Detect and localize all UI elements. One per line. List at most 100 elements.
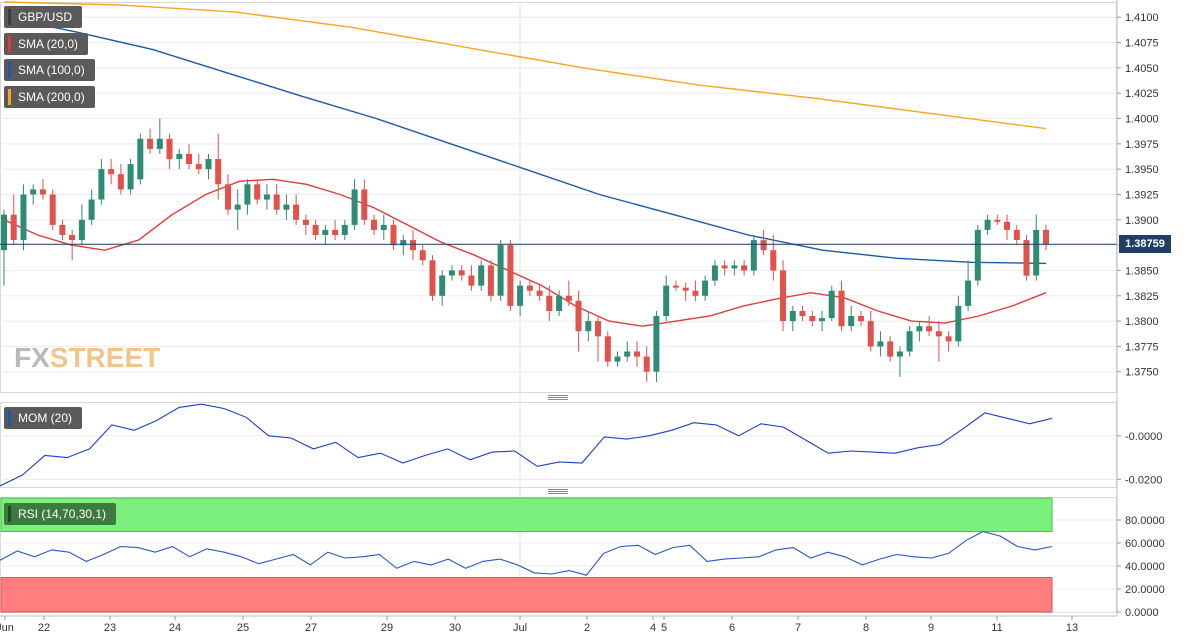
candle-23 — [225, 174, 231, 215]
legend-rsi-label: RSI (14,70,30,1) — [18, 507, 107, 521]
candle-body-15 — [147, 138, 154, 149]
candle-62 — [604, 331, 611, 367]
candle-56 — [546, 285, 553, 322]
x-tick-label-13: 7 — [795, 622, 801, 634]
candle-76 — [741, 260, 748, 276]
candle-body-75 — [731, 265, 738, 269]
pane-resize-handle-1[interactable] — [548, 395, 568, 400]
candle-body-61 — [595, 321, 601, 337]
legend-sma20-label: SMA (20,0) — [18, 37, 79, 51]
candle-body-0 — [1, 214, 7, 251]
mom-tick-label-1: -0.0200 — [1125, 474, 1162, 486]
rsi-tick-label-1: 60.0000 — [1125, 538, 1165, 550]
x-tick-label-9: 2 — [584, 622, 590, 634]
candle-87 — [848, 305, 855, 332]
candle-body-93 — [906, 331, 913, 352]
legend-rsi[interactable]: RSI (14,70,30,1) — [4, 503, 117, 525]
candle-15 — [147, 128, 154, 154]
rsi-oversold-zone — [0, 577, 1053, 613]
candle-81 — [789, 305, 796, 332]
candle-64 — [624, 341, 631, 362]
candle-4 — [39, 179, 46, 200]
candle-body-33 — [322, 229, 329, 235]
x-tick-label-1: 22 — [38, 622, 50, 634]
candle-body-39 — [380, 224, 387, 230]
pane-resize-handle-2[interactable] — [548, 489, 568, 494]
candle-33 — [322, 224, 329, 246]
price-tick-label-8: 1.3900 — [1125, 215, 1159, 227]
candle-11 — [108, 159, 115, 185]
candle-70 — [682, 282, 689, 301]
legend-gbpusd[interactable]: GBP/USD — [4, 6, 83, 28]
candle-body-9 — [88, 199, 95, 220]
candle-34 — [332, 219, 339, 241]
legend-sma100[interactable]: SMA (100,0) — [4, 59, 95, 81]
candle-97 — [945, 331, 952, 352]
candle-32 — [312, 219, 319, 241]
candle-9 — [88, 189, 95, 225]
candle-0 — [1, 209, 7, 286]
legend-sma20[interactable]: SMA (20,0) — [4, 33, 89, 55]
candle-body-31 — [302, 219, 309, 225]
rsi-zones — [0, 497, 1053, 613]
rsi-tick-label-3: 20.0000 — [1125, 584, 1165, 596]
candle-body-65 — [634, 351, 640, 357]
candle-24 — [234, 189, 241, 230]
candle-75 — [731, 260, 738, 276]
price-tick-label-3: 1.4025 — [1125, 88, 1159, 100]
candle-59 — [575, 290, 582, 352]
candle-82 — [799, 305, 806, 322]
price-tick-label-13: 1.3775 — [1125, 341, 1159, 353]
candle-body-44 — [429, 260, 436, 296]
candle-body-45 — [439, 275, 446, 296]
candle-body-18 — [176, 153, 183, 159]
legend-mom[interactable]: MOM (20) — [4, 407, 82, 429]
candle-body-71 — [692, 290, 699, 296]
x-tick-label-7: 30 — [449, 622, 461, 634]
candle-74 — [721, 260, 728, 276]
candle-body-64 — [624, 351, 631, 357]
candle-body-99 — [965, 280, 972, 306]
candle-body-69 — [672, 285, 679, 288]
candle-body-76 — [741, 265, 748, 271]
candle-51 — [497, 240, 504, 301]
candle-body-50 — [487, 265, 494, 296]
candle-66 — [643, 346, 650, 382]
candle-body-43 — [419, 250, 426, 261]
candle-body-20 — [195, 164, 202, 170]
candle-19 — [186, 143, 192, 170]
candle-21 — [205, 153, 212, 180]
candle-body-83 — [809, 316, 816, 322]
candle-18 — [176, 148, 183, 170]
current-price-tag: 1.38759 — [1119, 235, 1171, 253]
candle-body-24 — [234, 204, 241, 210]
candle-body-86 — [838, 290, 845, 327]
candle-body-67 — [653, 316, 660, 372]
price-tick-label-14: 1.3750 — [1125, 367, 1159, 379]
candle-58 — [565, 280, 572, 306]
candle-6 — [59, 219, 66, 241]
x-tick-label-2: 23 — [104, 622, 116, 634]
legend-gbpusd-label: GBP/USD — [18, 10, 73, 24]
candle-86 — [838, 280, 845, 332]
price-tick-label-7: 1.3925 — [1125, 189, 1159, 201]
candle-13 — [127, 159, 134, 195]
x-tick-label-17: 13 — [1066, 622, 1078, 634]
x-tick-label-0: Jun — [0, 622, 14, 634]
candle-38 — [371, 214, 377, 235]
rsi-line — [0, 530, 1053, 576]
candle-100 — [974, 224, 981, 286]
candle-25 — [244, 179, 251, 215]
candle-body-80 — [780, 270, 786, 321]
candle-body-95 — [926, 326, 933, 332]
candle-body-28 — [273, 194, 280, 210]
legend-sma200[interactable]: SMA (200,0) — [4, 86, 95, 108]
legend-mom-label: MOM (20) — [18, 411, 72, 425]
candle-65 — [634, 341, 640, 367]
candle-body-60 — [585, 321, 592, 332]
candle-body-49 — [478, 265, 485, 286]
candle-73 — [711, 260, 718, 286]
candle-90 — [877, 331, 884, 357]
candle-body-40 — [390, 224, 397, 246]
